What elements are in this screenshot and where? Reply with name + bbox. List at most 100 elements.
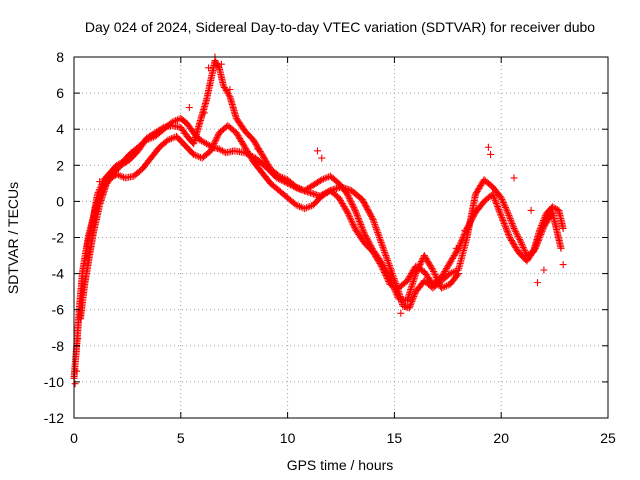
data-point-fill (340, 202, 348, 210)
data-point-fill (538, 227, 546, 235)
data-point-fill (450, 252, 458, 260)
data-point-fill (370, 219, 378, 227)
data-point-fill (449, 253, 457, 261)
data-point-fill (456, 240, 464, 248)
data-point-fill (332, 177, 340, 185)
data-point-fill (239, 124, 247, 132)
data-point (484, 143, 492, 151)
data-point-fill (141, 137, 149, 145)
y-tick-label: 8 (56, 49, 64, 65)
data-point-fill (411, 289, 419, 297)
data-point-fill (371, 220, 379, 228)
data-point-fill (501, 202, 509, 210)
data-point-fill (370, 249, 378, 257)
data-point-fill (251, 139, 259, 147)
data-point (559, 261, 567, 269)
data-point-fill (187, 126, 195, 134)
data-point-fill (451, 250, 459, 258)
chart-title: Day 024 of 2024, Sidereal Day-to-day VTE… (85, 19, 595, 35)
data-point-fill (407, 299, 415, 307)
data-point-fill (457, 238, 465, 246)
data-point-fill (380, 267, 388, 275)
data-point-fill (157, 125, 165, 133)
data-point-fill (368, 214, 376, 222)
data-point-fill (95, 195, 103, 203)
data-point-fill (559, 223, 567, 231)
y-tick-label: -10 (44, 374, 64, 390)
data-point-fill (211, 138, 219, 146)
data-point-fill (407, 270, 415, 278)
data-point-fill (81, 250, 89, 258)
data-point-fill (262, 158, 270, 166)
x-tick-label: 15 (387, 430, 403, 446)
data-point-fill (373, 255, 381, 263)
data-point-fill (179, 139, 187, 147)
data-point-fill (449, 268, 457, 276)
data-point-fill (381, 250, 389, 258)
data-point-fill (379, 243, 387, 251)
data-point-fill (248, 155, 256, 163)
data-point-fill (392, 289, 400, 297)
data-point-fill (342, 205, 350, 213)
data-point-fill (102, 179, 110, 187)
data-point-fill (384, 258, 392, 266)
data-point-fill (357, 222, 365, 230)
data-point-fill (337, 198, 345, 206)
data-point-fill (306, 183, 314, 191)
data-point-fill (375, 232, 383, 240)
data-point-fill (213, 133, 221, 141)
data-point-fill (511, 226, 519, 234)
data-point-fill (445, 260, 453, 268)
x-tick-label: 20 (493, 430, 509, 446)
data-point-fill (346, 196, 354, 204)
data-point (378, 262, 386, 270)
data-point (74, 335, 82, 343)
data-point-fill (495, 206, 503, 214)
data-point-fill (213, 59, 221, 67)
data-point-fill (417, 258, 425, 266)
data-point-fill (497, 210, 505, 218)
data-point-fill (491, 196, 499, 204)
data-point-fill (509, 239, 517, 247)
data-point-fill (367, 245, 375, 253)
x-tick-label: 5 (177, 430, 185, 446)
data-point (540, 223, 548, 231)
data-point-fill (400, 279, 408, 287)
data-point-fill (534, 238, 542, 246)
data-point-fill (388, 281, 396, 289)
data-point-fill (242, 145, 250, 153)
data-point-fill (294, 184, 302, 192)
data-point-fill (505, 232, 513, 240)
data-point (200, 109, 208, 117)
data-point-fill (123, 158, 131, 166)
data-point-fill (421, 253, 429, 261)
data-point (343, 208, 351, 216)
data-point (318, 154, 326, 162)
data-point-fill (323, 188, 331, 196)
data-point-fill (501, 221, 509, 229)
data-point-fill (512, 244, 520, 252)
data-point-fill (339, 201, 347, 209)
data-point (487, 150, 495, 158)
data-point-fill (507, 218, 515, 226)
data-point-fill (435, 276, 443, 284)
data-point-fill (441, 267, 449, 275)
data-point-fill (212, 58, 220, 66)
data-point-fill (202, 98, 210, 106)
data-point-fill (345, 211, 353, 219)
data-point-fill (533, 240, 541, 248)
data-point-fill (259, 152, 267, 160)
data-point-fill (225, 91, 233, 99)
data-point-fill (390, 282, 398, 290)
data-point-fill (404, 275, 412, 283)
data-point-fill (417, 266, 425, 274)
data-point-fill (212, 135, 220, 143)
data-point-fill (376, 235, 384, 243)
x-axis-ticks: 0 5 10 15 20 25 (70, 57, 616, 446)
data-point (461, 226, 469, 234)
data-point-fill (261, 155, 269, 163)
data-point-fill (468, 216, 476, 224)
data-point-fill (492, 199, 500, 207)
data-point-fill (187, 148, 195, 156)
